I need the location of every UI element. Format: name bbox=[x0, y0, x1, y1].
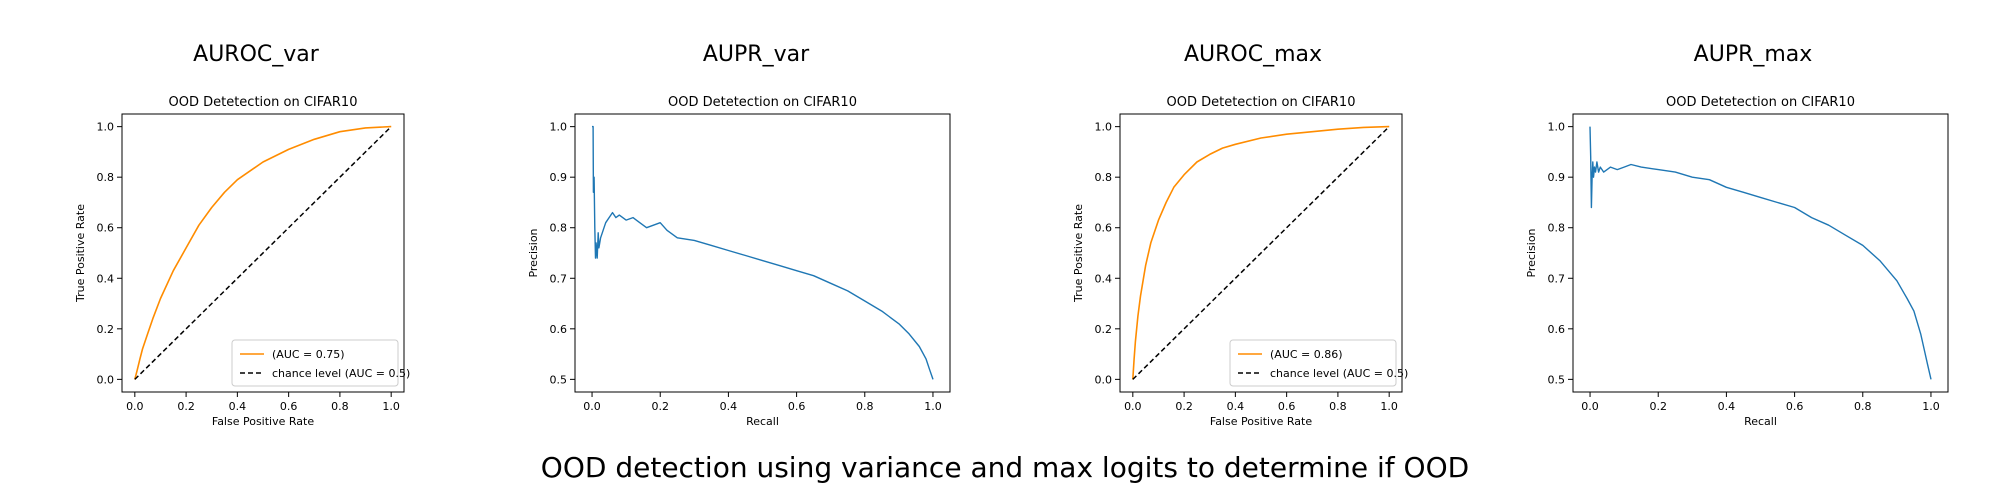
y-tick-label: 0.9 bbox=[550, 171, 568, 184]
legend: (AUC = 0.86) chance level (AUC = 0.5) bbox=[1229, 339, 1408, 387]
x-tick-label: 0.2 bbox=[651, 400, 669, 413]
y-tick-label: 1.0 bbox=[97, 121, 115, 134]
x-tick-label: 0.4 bbox=[720, 400, 738, 413]
x-tick-label: 0.8 bbox=[856, 400, 874, 413]
figure-caption: OOD detection using variance and max log… bbox=[541, 451, 1469, 484]
x-tick-label: 0.2 bbox=[1649, 400, 1667, 413]
legend-entry: chance level (AUC = 0.5) bbox=[272, 367, 410, 380]
y-tick-label: 1.0 bbox=[550, 121, 568, 134]
x-tick-label: 0.0 bbox=[126, 400, 144, 413]
y-tick-label: 0.7 bbox=[550, 272, 568, 285]
x-tick-label: 0.2 bbox=[177, 400, 195, 413]
legend-entry: (AUC = 0.75) bbox=[272, 348, 345, 361]
x-axis-label: Recall bbox=[746, 415, 779, 428]
plot-title: OOD Detetection on CIFAR10 bbox=[1167, 95, 1356, 110]
chance-level-line bbox=[1132, 126, 1390, 380]
x-tick-label: 0.4 bbox=[1227, 400, 1245, 413]
y-axis-label: True Positive Rate bbox=[1072, 204, 1085, 303]
x-tick-label: 0.4 bbox=[229, 400, 247, 413]
y-axis-label: Precision bbox=[1525, 228, 1538, 277]
legend-entry: chance level (AUC = 0.5) bbox=[1270, 367, 1408, 380]
y-axis-label: True Positive Rate bbox=[74, 204, 87, 303]
x-tick-label: 1.0 bbox=[1380, 400, 1398, 413]
x-tick-label: 1.0 bbox=[382, 400, 400, 413]
y-tick-label: 0.6 bbox=[1548, 323, 1566, 336]
x-axis-label: False Positive Rate bbox=[212, 415, 314, 428]
plot-title: OOD Detetection on CIFAR10 bbox=[668, 95, 857, 110]
legend-box bbox=[1229, 339, 1397, 387]
chart-panel-3: AUROC_max OOD Detetection on CIFAR10 0.0 0.… bbox=[1072, 42, 1408, 428]
x-tick-label: 0.6 bbox=[788, 400, 806, 413]
plot-title: OOD Detetection on CIFAR10 bbox=[169, 95, 358, 110]
y-tick-label: 0.9 bbox=[1548, 171, 1566, 184]
legend: (AUC = 0.75) chance level (AUC = 0.5) bbox=[231, 339, 410, 387]
plot-title: OOD Detetection on CIFAR10 bbox=[1666, 95, 1855, 110]
y-tick-label: 0.8 bbox=[1548, 222, 1566, 235]
pr-curve bbox=[1589, 126, 1932, 380]
y-tick-label: 0.4 bbox=[1095, 272, 1113, 285]
y-tick-label: 0.2 bbox=[97, 323, 115, 336]
chart-panel-4: AUPR_max OOD Detetection on CIFAR10 0.0 0.2… bbox=[1525, 42, 1949, 428]
y-tick-label: 0.2 bbox=[1095, 323, 1113, 336]
plot-frame bbox=[1572, 113, 1949, 393]
roc-curve bbox=[134, 125, 392, 380]
chart-panel-2: AUPR_var OOD Detetection on CIFAR10 0.0 0.2… bbox=[527, 42, 951, 428]
y-tick-label: 0.8 bbox=[550, 222, 568, 235]
x-tick-label: 0.8 bbox=[331, 400, 349, 413]
y-tick-label: 0.0 bbox=[97, 373, 115, 386]
plot-frame bbox=[121, 113, 405, 393]
y-tick-label: 0.7 bbox=[1548, 272, 1566, 285]
x-tick-label: 0.0 bbox=[1124, 400, 1142, 413]
y-tick-label: 0.4 bbox=[97, 272, 115, 285]
y-tick-label: 0.8 bbox=[97, 171, 115, 184]
chart-panel-1: AUROC_var OOD Detetection on CIFAR10 0.0 0.… bbox=[74, 42, 410, 428]
panel-title: AUROC_max bbox=[1184, 42, 1322, 67]
y-tick-label: 0.0 bbox=[1095, 373, 1113, 386]
pr-curve bbox=[592, 125, 934, 380]
y-tick-label: 1.0 bbox=[1548, 121, 1566, 134]
chance-level-line bbox=[134, 126, 392, 380]
x-axis-label: False Positive Rate bbox=[1210, 415, 1312, 428]
x-tick-label: 0.4 bbox=[1718, 400, 1736, 413]
y-tick-label: 0.8 bbox=[1095, 171, 1113, 184]
panel-title: AUPR_max bbox=[1694, 42, 1813, 67]
x-tick-label: 1.0 bbox=[924, 400, 942, 413]
x-tick-label: 0.8 bbox=[1854, 400, 1872, 413]
x-tick-label: 0.6 bbox=[280, 400, 298, 413]
y-axis-label: Precision bbox=[527, 228, 540, 277]
legend-entry: (AUC = 0.86) bbox=[1270, 348, 1343, 361]
y-tick-label: 0.6 bbox=[97, 222, 115, 235]
y-tick-label: 0.5 bbox=[1548, 373, 1566, 386]
plot-frame bbox=[574, 113, 951, 393]
x-tick-label: 0.0 bbox=[1581, 400, 1599, 413]
roc-curve bbox=[1132, 125, 1390, 380]
y-tick-label: 1.0 bbox=[1095, 121, 1113, 134]
x-axis-label: Recall bbox=[1744, 415, 1777, 428]
plot-frame bbox=[1119, 113, 1403, 393]
x-tick-label: 0.0 bbox=[583, 400, 601, 413]
x-tick-label: 0.6 bbox=[1786, 400, 1804, 413]
x-tick-label: 0.2 bbox=[1175, 400, 1193, 413]
y-tick-label: 0.6 bbox=[1095, 222, 1113, 235]
y-tick-label: 0.5 bbox=[550, 373, 568, 386]
y-tick-label: 0.6 bbox=[550, 323, 568, 336]
legend-box bbox=[231, 339, 399, 387]
panel-title: AUROC_var bbox=[193, 42, 320, 67]
x-tick-label: 1.0 bbox=[1922, 400, 1940, 413]
panel-title: AUPR_var bbox=[703, 42, 810, 67]
x-tick-label: 0.6 bbox=[1278, 400, 1296, 413]
x-tick-label: 0.8 bbox=[1329, 400, 1347, 413]
